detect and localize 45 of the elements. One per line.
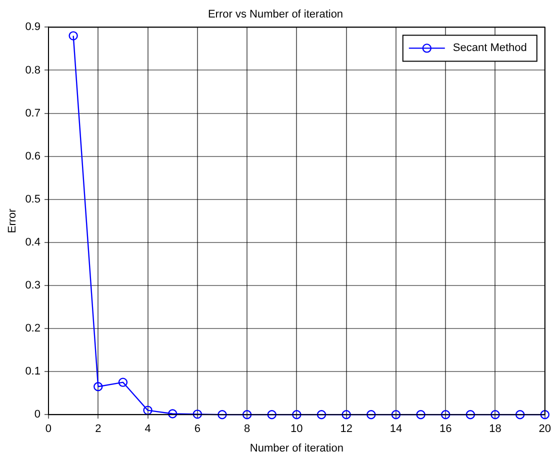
y-tick-label: 0.4 [25, 236, 40, 248]
y-tick-label: 0.9 [25, 21, 40, 34]
point [292, 410, 302, 420]
y-tick-label: 0.7 [25, 107, 40, 120]
y-axis-title: Error [6, 208, 19, 234]
y-tick-label: 0.1 [25, 366, 40, 378]
x-tick-label: 8 [244, 423, 250, 436]
point [242, 410, 252, 420]
x-tick-label: 2 [95, 423, 102, 436]
x-tick-label: 10 [290, 423, 303, 436]
y-tick-label: 0.8 [25, 64, 40, 76]
point [342, 410, 351, 420]
point [391, 410, 401, 420]
point [118, 378, 128, 387]
y-tick-label: 0.3 [25, 280, 40, 292]
x-tick-label: 18 [489, 423, 502, 436]
x-tick-label: 0 [45, 423, 52, 436]
x-tick-label: 14 [390, 423, 402, 436]
point [218, 410, 227, 420]
point [515, 410, 525, 420]
point [68, 31, 78, 40]
point [366, 410, 376, 420]
y-tick-label: 0.5 [25, 193, 40, 206]
point [416, 410, 426, 420]
point [94, 382, 103, 392]
x-tick-label: 4 [144, 423, 151, 436]
y-tick-label: 0.2 [25, 322, 40, 335]
x-tick-label: 20 [538, 423, 552, 436]
point [490, 410, 500, 420]
y-tick-label: 0.6 [25, 150, 40, 162]
point [441, 410, 450, 420]
x-tick-label: 12 [340, 423, 352, 436]
chart-title: Error vs Number of iteration [208, 8, 344, 21]
point [143, 406, 152, 415]
y-tick-label: 0 [34, 408, 40, 421]
point [316, 410, 326, 420]
point [540, 410, 550, 420]
x-tick-label: 6 [194, 423, 200, 436]
x-axis-title: Number of iteration [250, 442, 344, 454]
point [192, 410, 202, 419]
legend-label: Secant Method [452, 42, 527, 54]
x-tick-label: 16 [439, 423, 452, 436]
point [466, 410, 476, 420]
point [168, 409, 178, 418]
point [267, 410, 276, 420]
